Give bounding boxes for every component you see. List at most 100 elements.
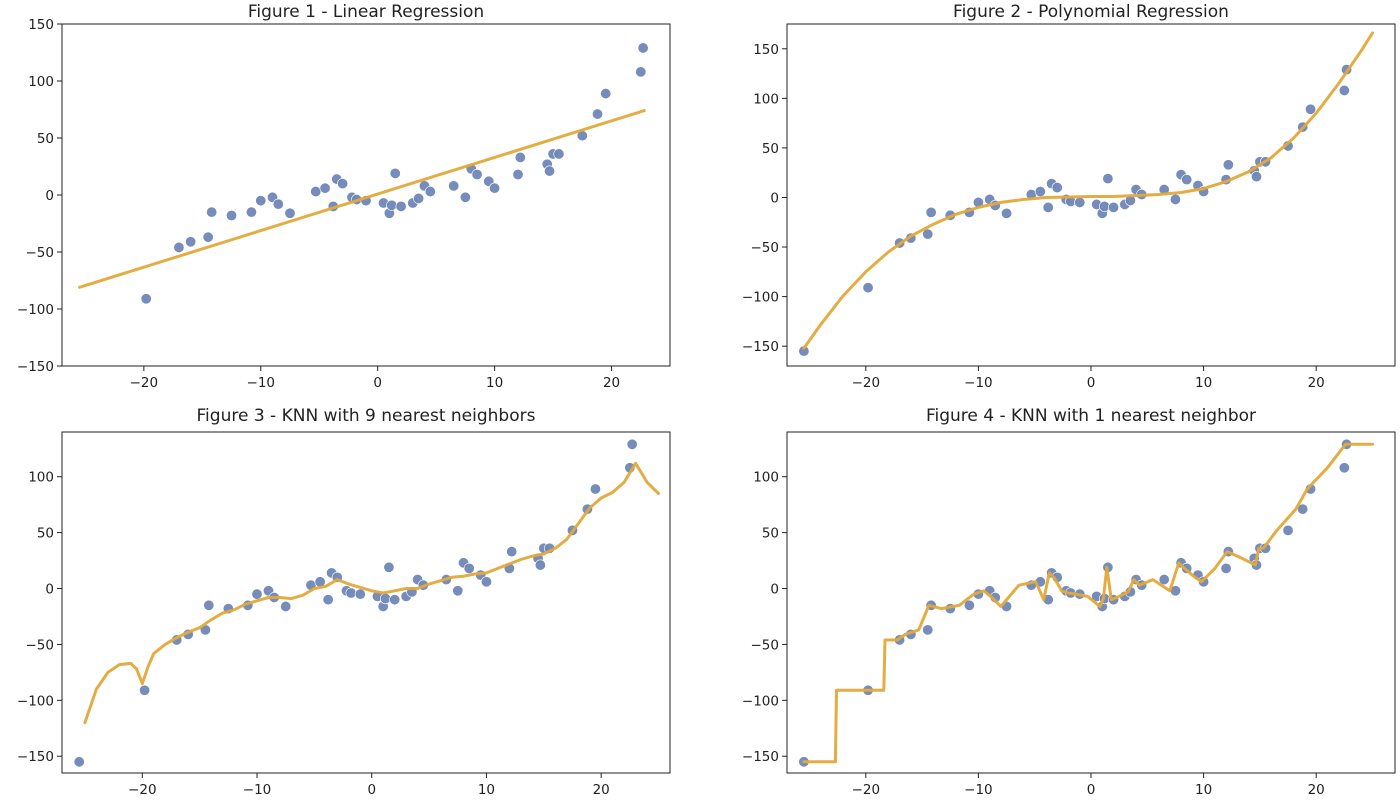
x-tick-label: 10 — [1195, 782, 1212, 798]
x-tick-label: 20 — [593, 782, 610, 798]
y-tick-label: −150 — [17, 359, 54, 375]
fit-line — [83, 461, 660, 725]
y-tick-label: −100 — [17, 693, 54, 709]
data-point — [489, 182, 501, 194]
data-point — [512, 168, 524, 180]
data-point — [1251, 171, 1263, 183]
data-point — [1169, 193, 1181, 205]
x-tick-label: −10 — [247, 375, 276, 391]
x-tick-label: 0 — [373, 375, 382, 391]
chart-panel-3: Figure 3 - KNN with 9 nearest neighbors −… — [17, 406, 671, 798]
chart-panel-1: Figure 1 - Linear Regression−150−100−500… — [17, 2, 671, 391]
data-point — [395, 200, 407, 212]
y-tick-label: 100 — [28, 74, 54, 90]
data-point — [626, 438, 638, 450]
data-point — [553, 148, 565, 160]
data-point — [592, 108, 604, 120]
data-point — [1051, 182, 1063, 194]
x-tick-label: −20 — [852, 782, 881, 798]
y-tick-label: 150 — [28, 17, 54, 33]
data-point — [514, 151, 526, 163]
data-point — [73, 756, 85, 768]
data-point — [284, 207, 296, 219]
y-tick-label: 100 — [753, 470, 779, 486]
data-point — [386, 199, 398, 211]
data-point — [1108, 201, 1120, 213]
data-point — [185, 236, 197, 248]
data-point — [480, 576, 492, 588]
data-point — [251, 588, 263, 600]
data-point — [322, 594, 334, 606]
data-point — [310, 186, 322, 198]
fit-line — [802, 31, 1374, 350]
data-point — [1102, 173, 1114, 185]
y-tick-label: 0 — [45, 188, 54, 204]
data-point — [1338, 84, 1350, 96]
data-point — [1074, 196, 1086, 208]
data-point — [963, 599, 975, 611]
chart-panel-2: Figure 2 - Polynomial Regression−150−100… — [742, 2, 1396, 391]
data-point — [424, 186, 436, 198]
data-point — [589, 483, 601, 495]
y-tick-label: −50 — [26, 245, 55, 261]
data-point — [534, 559, 546, 571]
y-tick-label: 100 — [28, 470, 54, 486]
y-tick-label: −150 — [742, 749, 779, 765]
chart-title-1: Figure 1 - Linear Regression — [248, 2, 484, 22]
x-tick-label: 20 — [603, 375, 620, 391]
y-tick-label: 50 — [762, 141, 779, 157]
data-point — [354, 588, 366, 600]
data-point — [140, 293, 152, 305]
data-point — [922, 624, 934, 636]
y-tick-label: −100 — [17, 302, 54, 318]
data-point — [1181, 174, 1193, 186]
data-point — [380, 593, 392, 605]
y-tick-label: 0 — [770, 582, 779, 598]
fit-line — [802, 442, 1374, 764]
data-point — [389, 167, 401, 179]
y-tick-label: 50 — [37, 526, 54, 542]
data-point — [463, 562, 475, 574]
data-point — [1338, 462, 1350, 474]
x-tick-label: 10 — [1195, 375, 1212, 391]
x-tick-label: 0 — [1087, 782, 1096, 798]
y-tick-label: 0 — [45, 582, 54, 598]
data-point — [1198, 576, 1210, 588]
data-point — [922, 228, 934, 240]
x-tick-label: −20 — [128, 782, 157, 798]
y-tick-label: −50 — [26, 637, 55, 653]
data-point — [203, 599, 215, 611]
data-point — [452, 585, 464, 597]
data-point — [635, 66, 647, 78]
data-point — [226, 210, 238, 222]
data-point — [637, 42, 649, 54]
data-point — [600, 88, 612, 100]
data-point — [506, 546, 518, 558]
y-tick-label: −150 — [17, 749, 54, 765]
y-tick-label: −100 — [742, 290, 779, 306]
data-point — [459, 191, 471, 203]
x-tick-label: 0 — [1087, 375, 1096, 391]
data-point — [337, 178, 349, 190]
data-point — [280, 600, 292, 612]
chart-title-4: Figure 4 - KNN with 1 nearest neighbor — [926, 406, 1256, 426]
y-tick-label: 50 — [762, 526, 779, 542]
x-tick-label: −10 — [964, 782, 993, 798]
x-tick-label: 10 — [478, 782, 495, 798]
x-tick-label: −20 — [130, 375, 159, 391]
data-point — [1001, 207, 1013, 219]
y-tick-label: −50 — [751, 637, 780, 653]
data-point — [471, 168, 483, 180]
data-point — [1042, 201, 1054, 213]
data-point — [202, 231, 214, 243]
chart-title-3: Figure 3 - KNN with 9 nearest neighbors — [197, 406, 536, 426]
x-tick-label: 0 — [367, 782, 376, 798]
data-point — [862, 282, 874, 294]
data-point — [319, 182, 331, 194]
data-point — [413, 192, 425, 204]
x-tick-label: 10 — [486, 375, 503, 391]
data-point — [255, 195, 267, 207]
x-tick-label: −10 — [964, 375, 993, 391]
chart-panel-4: Figure 4 - KNN with 1 nearest neighbor −1… — [742, 406, 1396, 798]
